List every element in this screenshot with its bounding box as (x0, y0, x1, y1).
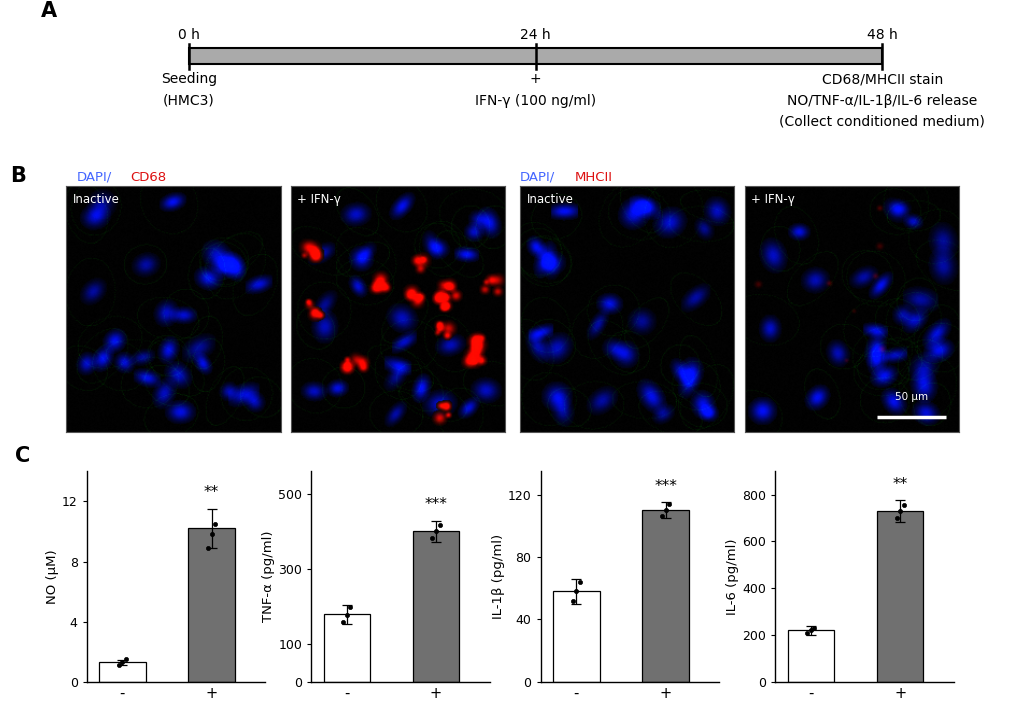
Text: A: A (42, 1, 57, 21)
Bar (99, 663, 146, 682)
Text: + IFN-γ: + IFN-γ (297, 193, 340, 206)
Point (200, 542, 216, 553)
Text: NO/TNF-α/IL-1β/IL-6 release: NO/TNF-α/IL-1β/IL-6 release (787, 94, 976, 108)
Point (888, 513, 904, 524)
Point (657, 505, 674, 516)
Text: MHCII: MHCII (574, 171, 611, 183)
Point (207, 518, 223, 530)
Text: CD68: CD68 (130, 171, 166, 183)
Point (118, 653, 135, 665)
Text: Inactive: Inactive (72, 193, 119, 206)
Point (806, 622, 822, 633)
Y-axis label: IL-6 (pg/ml): IL-6 (pg/ml) (726, 538, 739, 615)
Bar (552, 591, 599, 682)
Point (568, 585, 584, 597)
Text: B: B (10, 166, 26, 186)
Point (572, 576, 588, 588)
Bar (787, 630, 834, 682)
Text: 48 h: 48 h (866, 28, 897, 41)
Bar (323, 614, 370, 682)
Point (653, 511, 669, 522)
Text: (Collect conditioned medium): (Collect conditioned medium) (779, 115, 984, 129)
Text: CD68/MHCII stain: CD68/MHCII stain (821, 72, 942, 86)
Point (114, 656, 130, 668)
Text: C: C (15, 446, 31, 466)
Text: 24 h: 24 h (520, 28, 550, 41)
Bar (876, 511, 922, 682)
Text: ***: *** (424, 498, 447, 513)
Point (892, 506, 908, 517)
Text: ***: *** (653, 479, 677, 494)
Text: DAPI/: DAPI/ (520, 171, 555, 183)
Y-axis label: NO (μM): NO (μM) (46, 549, 59, 604)
Bar (413, 531, 459, 682)
Point (799, 628, 815, 639)
Text: **: ** (204, 486, 219, 501)
Text: 50 μm: 50 μm (895, 393, 927, 403)
Bar (642, 511, 688, 682)
Point (111, 660, 127, 671)
Point (428, 526, 444, 537)
Point (334, 616, 351, 628)
Text: DAPI/: DAPI/ (76, 171, 112, 183)
Point (895, 500, 911, 511)
Text: Seeding: Seeding (160, 72, 217, 86)
Point (338, 609, 355, 620)
Point (802, 625, 818, 636)
Point (660, 498, 677, 510)
Text: 0 h: 0 h (177, 28, 200, 41)
Bar (189, 48, 881, 64)
Point (431, 520, 447, 531)
Text: +: + (529, 72, 541, 86)
Point (342, 602, 359, 613)
Point (204, 528, 220, 540)
Text: IFN-γ (100 ng/ml): IFN-γ (100 ng/ml) (475, 94, 595, 108)
Point (565, 595, 581, 606)
Text: (HMC3): (HMC3) (163, 94, 214, 108)
Y-axis label: TNF-α (pg/ml): TNF-α (pg/ml) (262, 531, 275, 623)
Text: **: ** (892, 477, 907, 492)
Text: Inactive: Inactive (526, 193, 573, 206)
Point (424, 533, 440, 544)
Text: + IFN-γ: + IFN-γ (750, 193, 794, 206)
Y-axis label: IL-1β (pg/ml): IL-1β (pg/ml) (491, 534, 504, 619)
Bar (189, 528, 234, 682)
